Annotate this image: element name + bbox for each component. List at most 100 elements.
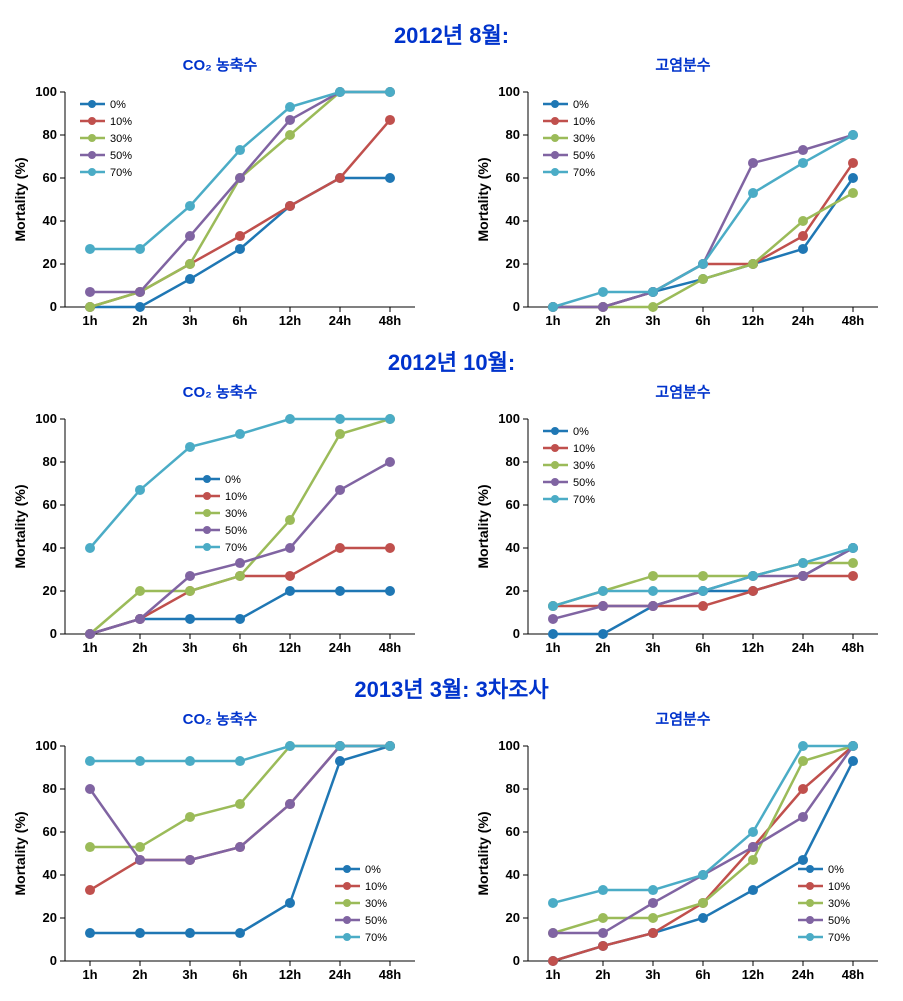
series-marker [648, 287, 658, 297]
x-tick-label: 3h [645, 313, 660, 328]
y-tick-label: 100 [35, 84, 57, 99]
series-marker [648, 586, 658, 596]
series-marker [235, 173, 245, 183]
series-marker [648, 898, 658, 908]
series-marker [698, 601, 708, 611]
x-tick-label: 3h [182, 640, 197, 655]
chart-title-salt: 고염분수 [473, 54, 893, 75]
series-marker [848, 188, 858, 198]
section-title: 2012년 10월: [10, 345, 893, 377]
y-tick-label: 0 [513, 299, 520, 314]
series-marker [385, 586, 395, 596]
x-tick-label: 6h [695, 967, 710, 982]
legend-label: 70% [365, 932, 387, 944]
series-marker [285, 571, 295, 581]
series-marker [385, 173, 395, 183]
series-marker [748, 259, 758, 269]
y-tick-label: 100 [498, 738, 520, 753]
legend-label: 70% [225, 542, 247, 554]
series-marker [285, 898, 295, 908]
series-marker [698, 274, 708, 284]
x-tick-label: 3h [645, 640, 660, 655]
y-tick-label: 20 [506, 583, 520, 598]
series-marker [748, 827, 758, 837]
y-tick-label: 80 [506, 781, 520, 796]
chart-svg: 0204060801001h2h3h6h12h24h48hMortality (… [10, 77, 430, 337]
series-marker [135, 928, 145, 938]
series-marker [135, 287, 145, 297]
series-marker [798, 158, 808, 168]
series-marker [848, 558, 858, 568]
y-tick-label: 20 [506, 910, 520, 925]
y-tick-label: 60 [43, 824, 57, 839]
x-tick-label: 48h [842, 967, 864, 982]
chart-row: CO₂ 농축수0204060801001h2h3h6h12h24h48hMort… [10, 54, 893, 337]
series-marker [285, 741, 295, 751]
x-tick-label: 48h [379, 313, 401, 328]
legend-label: 0% [828, 864, 844, 876]
series-marker [798, 784, 808, 794]
section-title: 2013년 3월: 3차조사 [10, 672, 893, 704]
series-line [90, 178, 390, 307]
x-tick-label: 12h [279, 640, 301, 655]
chart-box: CO₂ 농축수0204060801001h2h3h6h12h24h48hMort… [10, 381, 430, 664]
series-line [553, 563, 853, 606]
x-tick-label: 24h [329, 640, 351, 655]
series-marker [285, 586, 295, 596]
legend-label: 0% [225, 474, 241, 486]
series-marker [135, 302, 145, 312]
series-marker [185, 928, 195, 938]
series-marker [748, 885, 758, 895]
legend-label: 50% [573, 150, 595, 162]
series-marker [548, 614, 558, 624]
series-marker [748, 188, 758, 198]
series-marker [185, 586, 195, 596]
series-marker [335, 543, 345, 553]
legend-label: 70% [828, 932, 850, 944]
legend-label: 50% [573, 477, 595, 489]
series-marker [285, 102, 295, 112]
legend-label: 10% [573, 116, 595, 128]
series-marker [85, 842, 95, 852]
series-marker [598, 586, 608, 596]
series-marker [385, 115, 395, 125]
series-marker [85, 244, 95, 254]
legend-label: 30% [365, 898, 387, 910]
x-tick-label: 6h [232, 313, 247, 328]
series-marker [798, 145, 808, 155]
legend-label: 70% [573, 167, 595, 179]
series-marker [848, 158, 858, 168]
series-line [90, 92, 390, 307]
series-marker [798, 231, 808, 241]
chart-svg: 0204060801001h2h3h6h12h24h48hMortality (… [473, 731, 893, 991]
series-marker [648, 885, 658, 895]
chart-box: 고염분수0204060801001h2h3h6h12h24h48hMortali… [473, 708, 893, 991]
legend-label: 70% [573, 494, 595, 506]
legend-label: 10% [573, 443, 595, 455]
x-tick-label: 12h [279, 967, 301, 982]
series-line [553, 761, 853, 961]
x-tick-label: 24h [792, 640, 814, 655]
series-line [90, 591, 390, 634]
series-marker [848, 173, 858, 183]
series-marker [548, 601, 558, 611]
series-marker [235, 429, 245, 439]
series-marker [185, 201, 195, 211]
x-tick-label: 48h [379, 640, 401, 655]
x-tick-label: 24h [329, 313, 351, 328]
legend-label: 50% [225, 525, 247, 537]
y-tick-label: 100 [498, 84, 520, 99]
legend-label: 50% [365, 915, 387, 927]
series-marker [798, 855, 808, 865]
series-marker [85, 784, 95, 794]
series-marker [548, 928, 558, 938]
chart-svg: 0204060801001h2h3h6h12h24h48hMortality (… [10, 731, 430, 991]
y-tick-label: 40 [43, 213, 57, 228]
y-tick-label: 60 [506, 170, 520, 185]
series-marker [598, 302, 608, 312]
chart-box: 고염분수0204060801001h2h3h6h12h24h48hMortali… [473, 381, 893, 664]
series-marker [85, 629, 95, 639]
section-title: 2012년 8월: [10, 18, 893, 50]
series-marker [548, 629, 558, 639]
legend-label: 30% [573, 460, 595, 472]
